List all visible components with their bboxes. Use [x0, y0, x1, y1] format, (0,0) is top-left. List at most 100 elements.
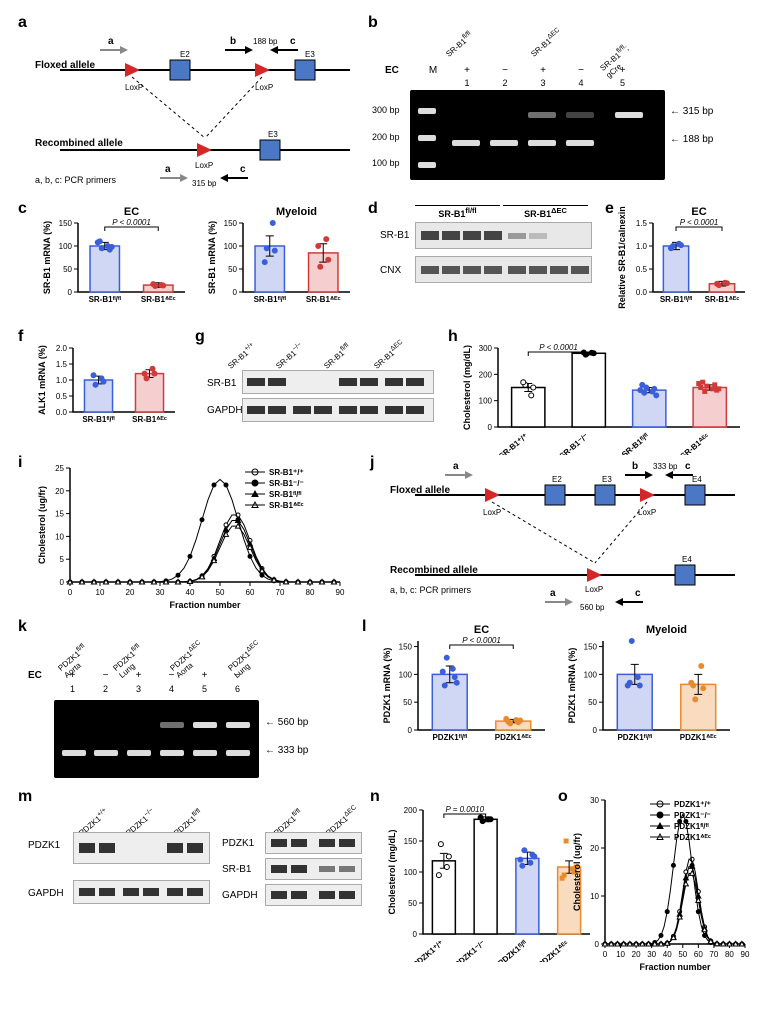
- svg-text:SR-B1ᐞᴱᶜ: SR-B1ᐞᴱᶜ: [269, 501, 304, 510]
- svg-text:80: 80: [725, 950, 734, 959]
- svg-text:315 bp: 315 bp: [192, 179, 217, 188]
- d-sr: SR-B1: [380, 230, 409, 241]
- b-lanes: 1 2 3 4 5: [448, 78, 658, 88]
- chart-f: 0.00.51.01.52.0ALK1 mRNA (%)SR-B1ᶠˡ/ᶠˡSR…: [35, 330, 180, 440]
- recomb-label: Recombined allele: [35, 138, 123, 149]
- blot-g-gapdh: [242, 398, 434, 422]
- svg-text:10: 10: [616, 950, 625, 959]
- svg-text:E4: E4: [682, 555, 692, 564]
- blot-m2: [73, 880, 210, 904]
- svg-text:100: 100: [404, 868, 418, 877]
- svg-text:50: 50: [408, 899, 417, 908]
- k-ec-vals: + − + − + −: [56, 670, 256, 681]
- svg-text:25: 25: [55, 464, 64, 473]
- panel-a-diagram: E2 E3 LoxP LoxP a b c 188 bp E3 LoxP a c…: [30, 30, 360, 190]
- svg-text:LoxP: LoxP: [195, 161, 213, 170]
- svg-text:10: 10: [590, 892, 599, 901]
- svg-text:30: 30: [647, 950, 656, 959]
- ladder-100: 100 bp: [372, 158, 400, 168]
- svg-text:150: 150: [399, 643, 413, 652]
- d-h1: SR-B1fl/fl: [415, 205, 500, 219]
- svg-text:LoxP: LoxP: [585, 585, 603, 594]
- svg-text:0: 0: [603, 950, 608, 959]
- m-pdzk1: PDZK1: [28, 840, 60, 851]
- svg-text:EC: EC: [691, 206, 706, 218]
- ec-label-k: EC: [28, 670, 42, 681]
- svg-text:50: 50: [228, 265, 237, 274]
- svg-text:0: 0: [68, 588, 73, 597]
- panel-d-label: d: [368, 200, 378, 218]
- svg-text:Cholesterol (mg/dL): Cholesterol (mg/dL): [387, 829, 397, 914]
- blot-mr2: [265, 858, 362, 880]
- panel-g-label: g: [195, 328, 205, 346]
- svg-text:SR-B1 mRNA (%): SR-B1 mRNA (%): [207, 221, 217, 294]
- chart-o: 01020300102030405060708090Cholesterol (u…: [570, 792, 750, 972]
- g-sr: SR-B1: [207, 378, 236, 389]
- svg-text:0: 0: [413, 930, 418, 939]
- svg-text:SR-B1ᐞᴱᶜ: SR-B1ᐞᴱᶜ: [306, 295, 341, 304]
- blot-m1: [73, 832, 210, 864]
- svg-text:0: 0: [488, 423, 493, 432]
- svg-text:SR-B1 mRNA (%): SR-B1 mRNA (%): [42, 221, 52, 294]
- blot-d-cnx: [415, 256, 592, 283]
- svg-text:PDZK1 mRNA (%): PDZK1 mRNA (%): [382, 648, 392, 724]
- panel-n-label: n: [370, 788, 380, 806]
- svg-text:PDZK1ᐞᴱᶜ: PDZK1ᐞᴱᶜ: [674, 833, 711, 842]
- svg-text:LoxP: LoxP: [255, 83, 273, 92]
- g-gapdh: GAPDH: [207, 405, 243, 416]
- svg-text:150: 150: [59, 219, 73, 228]
- svg-text:200: 200: [479, 370, 493, 379]
- svg-text:50: 50: [216, 588, 225, 597]
- panel-b-label: b: [368, 14, 378, 32]
- svg-text:P < 0.0001: P < 0.0001: [539, 343, 578, 352]
- svg-text:100: 100: [584, 670, 598, 679]
- svg-text:2.0: 2.0: [56, 344, 68, 353]
- blot-g-sr: [242, 370, 434, 394]
- ladder-200: 200 bp: [372, 132, 400, 142]
- svg-text:a: a: [550, 588, 556, 599]
- svg-text:SR-B1⁻/⁻: SR-B1⁻/⁻: [269, 479, 304, 488]
- svg-text:E3: E3: [305, 50, 315, 59]
- panel-e-label: e: [605, 200, 614, 218]
- chart-e: 0.00.51.01.5Relative SR-B1/calnexinECSR-…: [615, 205, 750, 320]
- svg-text:15: 15: [55, 510, 64, 519]
- svg-text:E2: E2: [180, 50, 190, 59]
- svg-text:30: 30: [590, 796, 599, 805]
- mr-pdzk1: PDZK1: [222, 838, 254, 849]
- svg-text:PDZK1⁻/⁻: PDZK1⁻/⁻: [674, 811, 711, 820]
- svg-text:100: 100: [479, 397, 493, 406]
- svg-text:PDZK1ᐞᴱᶜ: PDZK1ᐞᴱᶜ: [680, 733, 717, 742]
- svg-text:80: 80: [306, 588, 315, 597]
- svg-text:150: 150: [404, 837, 418, 846]
- svg-text:40: 40: [663, 950, 672, 959]
- svg-text:50: 50: [403, 698, 412, 707]
- svg-text:300: 300: [479, 344, 493, 353]
- k-arr333: ← 333 bp: [265, 745, 308, 756]
- svg-text:150: 150: [224, 219, 238, 228]
- svg-text:0.5: 0.5: [56, 392, 68, 401]
- svg-text:60: 60: [246, 588, 255, 597]
- svg-text:LoxP: LoxP: [638, 508, 656, 517]
- svg-text:SR-B1ᐞᴱᶜ: SR-B1ᐞᴱᶜ: [705, 295, 740, 304]
- svg-text:60: 60: [694, 950, 703, 959]
- svg-text:20: 20: [632, 950, 641, 959]
- svg-text:LoxP: LoxP: [125, 83, 143, 92]
- svg-text:Cholesterol (mg/dL): Cholesterol (mg/dL): [462, 345, 472, 430]
- svg-text:100: 100: [399, 670, 413, 679]
- svg-text:20: 20: [590, 844, 599, 853]
- panel-o-label: o: [558, 788, 568, 806]
- svg-text:Myeloid: Myeloid: [276, 206, 317, 218]
- svg-text:c: c: [290, 36, 296, 47]
- k-lanes: 1 2 3 4 5 6: [56, 684, 256, 694]
- svg-text:P < 0.0001: P < 0.0001: [680, 218, 719, 227]
- panel-i-label: i: [18, 454, 22, 472]
- svg-text:SR-B1⁺/⁺: SR-B1⁺/⁺: [269, 468, 304, 477]
- svg-text:1.5: 1.5: [636, 219, 648, 228]
- svg-text:E4: E4: [692, 475, 702, 484]
- svg-text:SR-B1ᶠˡ/ᶠˡ: SR-B1ᶠˡ/ᶠˡ: [89, 295, 121, 304]
- svg-text:a: a: [108, 36, 114, 47]
- floxed-label: Floxed allele: [35, 60, 95, 71]
- chart-l-myeloid: 050100150PDZK1 mRNA (%)MyeloidPDZK1ᶠˡ/ᶠˡ…: [565, 623, 735, 758]
- svg-text:30: 30: [156, 588, 165, 597]
- svg-text:EC: EC: [124, 206, 139, 218]
